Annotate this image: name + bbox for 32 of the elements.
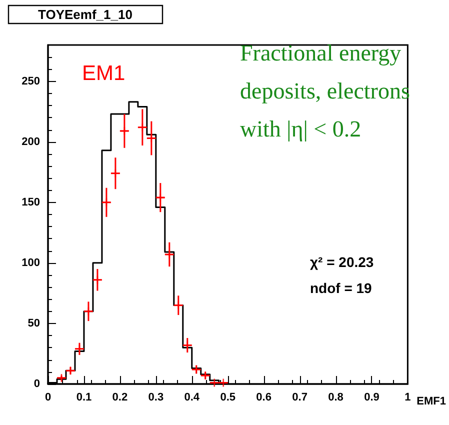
y-tick-label: 100 xyxy=(22,256,40,269)
x-tick-label: 0.5 xyxy=(220,392,236,404)
point xyxy=(174,301,182,310)
point xyxy=(66,366,74,375)
point xyxy=(201,372,210,380)
x-tick-label: 1 xyxy=(404,392,411,404)
annotation: ndof = 19 xyxy=(310,280,372,296)
annotation: χ² = 20.23 xyxy=(310,254,374,270)
x-tick-label: 0.9 xyxy=(364,392,380,404)
x-tick-label: 0.7 xyxy=(292,392,308,404)
x-tick-label: 0.3 xyxy=(148,392,164,404)
x-tick-label: 0.4 xyxy=(184,392,200,404)
point xyxy=(192,365,200,374)
point xyxy=(84,307,92,316)
x-tick-label: 0.2 xyxy=(112,392,128,404)
point xyxy=(75,344,84,353)
point xyxy=(93,276,102,284)
point xyxy=(111,169,120,178)
x-tick-label: 0.1 xyxy=(76,392,92,404)
y-tick-label: 150 xyxy=(22,196,40,208)
y-tick-label: 250 xyxy=(22,75,40,88)
point xyxy=(147,134,156,142)
y-tick-label: 50 xyxy=(28,317,40,330)
x-axis-title: EMF1 xyxy=(416,396,446,408)
point xyxy=(138,123,146,132)
y-tick-label: 0 xyxy=(34,378,40,390)
chart-title: TOYEemf_1_10 xyxy=(38,7,132,22)
y-tick-label: 200 xyxy=(22,136,40,148)
x-tick-label: 0.6 xyxy=(256,392,272,404)
x-tick-label: 0 xyxy=(44,392,52,404)
annotation: EM1 xyxy=(82,62,126,85)
x-tick-label: 0.8 xyxy=(328,392,344,404)
